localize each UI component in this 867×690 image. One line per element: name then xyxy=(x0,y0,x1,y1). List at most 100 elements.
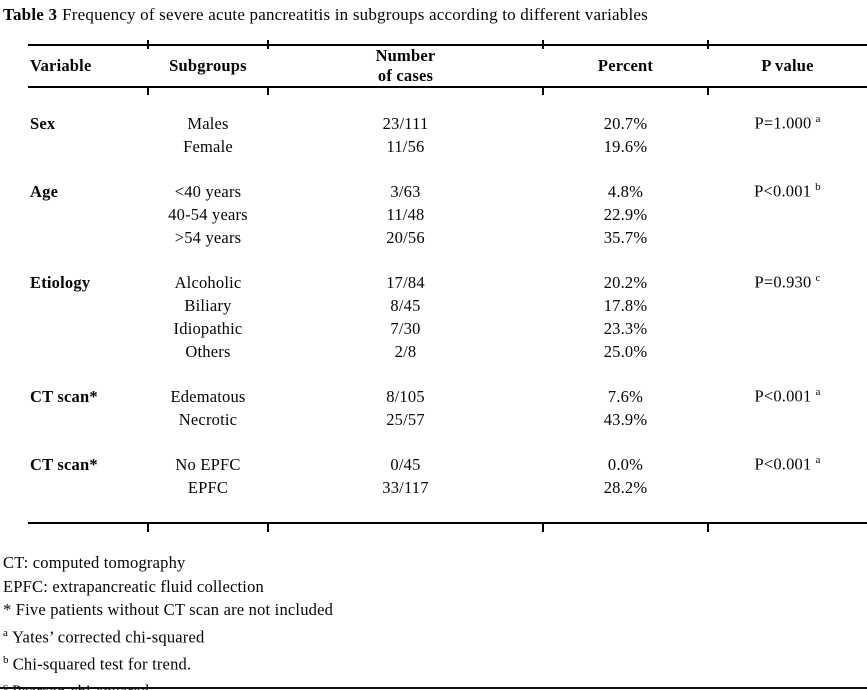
table-row: 40-54 years 11/48 22.9% xyxy=(28,203,867,226)
subgroup-cell: Alcoholic xyxy=(174,272,242,292)
variable-cell xyxy=(28,408,148,431)
percent-cell: 28.2% xyxy=(603,477,648,497)
column-separator-tick xyxy=(707,86,709,95)
table-row: CT scan* Edematous 8/105 7.6% P<0.001 a xyxy=(28,385,867,408)
footnote-line: b Chi-squared test for trend. xyxy=(3,649,333,676)
cases-cell: 2/8 xyxy=(394,341,417,361)
p-value-text: P=1.000 xyxy=(754,113,812,133)
footnote-line: cPearson chi-squared. xyxy=(3,676,333,690)
table-row: CT scan* No EPFC 0/45 0.0% P<0.001 a xyxy=(28,453,867,476)
footnote-text: * Five patients without CT scan are not … xyxy=(3,600,334,619)
p-value-cell xyxy=(708,408,867,431)
footnotes-block: CT: computed tomography EPFC: extrapancr… xyxy=(3,551,333,690)
p-value-cell: P=0.930 c xyxy=(708,271,867,294)
variable-cell xyxy=(28,317,148,340)
subgroup-cell: Idiopathic xyxy=(173,318,243,338)
variable-cell xyxy=(28,135,148,158)
variable-cell: Sex xyxy=(30,113,56,133)
footnote-line: CT: computed tomography xyxy=(3,551,333,575)
column-header-number-of-cases: Number of cases xyxy=(268,45,543,88)
table-row: EPFC 33/117 28.2% xyxy=(28,476,867,499)
column-header-subgroups: Subgroups xyxy=(148,45,268,88)
variable-cell: CT scan* xyxy=(30,454,98,474)
footnote-marker: c xyxy=(3,680,9,690)
cases-cell: 8/105 xyxy=(386,386,425,406)
variable-cell xyxy=(28,294,148,317)
percent-cell: 43.9% xyxy=(603,409,648,429)
spacer-row xyxy=(28,363,867,385)
footnote-line: EPFC: extrapancreatic fluid collection xyxy=(3,575,333,599)
cases-cell: 8/45 xyxy=(390,295,421,315)
page-title: Table 3 Frequency of severe acute pancrea… xyxy=(3,5,648,25)
percent-cell: 22.9% xyxy=(603,204,648,224)
subgroup-cell: Others xyxy=(185,341,231,361)
table-row: >54 years 20/56 35.7% xyxy=(28,226,867,249)
p-value-superscript: a xyxy=(815,454,821,467)
p-value-cell: P<0.001 b xyxy=(708,180,867,203)
column-separator-tick xyxy=(707,40,709,49)
percent-cell: 25.0% xyxy=(603,341,648,361)
subgroup-cell: Males xyxy=(187,113,229,133)
footnote-text: Chi-squared test for trend. xyxy=(12,654,192,673)
footnote-marker: a xyxy=(3,626,9,639)
cases-cell: 23/111 xyxy=(382,113,429,133)
spacer-row xyxy=(28,249,867,271)
cases-cell: 25/57 xyxy=(386,409,425,429)
footnote-line: * Five patients without CT scan are not … xyxy=(3,598,333,622)
table-title-text: Frequency of severe acute pancreatitis i… xyxy=(62,5,648,24)
column-separator-tick xyxy=(542,86,544,95)
p-value-cell xyxy=(708,135,867,158)
footnote-marker: b xyxy=(3,653,9,666)
p-value-superscript: b xyxy=(815,181,821,194)
percent-cell: 7.6% xyxy=(607,386,644,406)
p-value-text: P<0.001 xyxy=(754,454,812,474)
cases-cell: 7/30 xyxy=(390,318,421,338)
table-number-label: Table 3 xyxy=(3,5,58,24)
column-separator-tick xyxy=(542,523,544,532)
p-value-cell xyxy=(708,340,867,363)
p-value-superscript: a xyxy=(815,386,821,399)
subgroup-cell: No EPFC xyxy=(175,454,241,474)
table-row: Necrotic 25/57 43.9% xyxy=(28,408,867,431)
variable-cell: Age xyxy=(30,181,59,201)
cases-cell: 20/56 xyxy=(386,227,425,247)
percent-cell: 20.7% xyxy=(603,113,648,133)
p-value-cell xyxy=(708,476,867,499)
percent-cell: 4.8% xyxy=(607,181,644,201)
column-separator-tick xyxy=(147,86,149,95)
variable-cell xyxy=(28,476,148,499)
subgroup-cell: Edematous xyxy=(170,386,246,406)
variable-cell: Etiology xyxy=(30,272,91,292)
cases-cell: 33/117 xyxy=(382,477,429,497)
table-row: Biliary 8/45 17.8% xyxy=(28,294,867,317)
data-table: Variable Subgroups Number of cases Perce… xyxy=(28,44,867,524)
percent-cell: 23.3% xyxy=(603,318,648,338)
percent-cell: 19.6% xyxy=(603,136,648,156)
p-value-cell xyxy=(708,317,867,340)
column-separator-tick xyxy=(147,40,149,49)
p-value-text: P=0.930 xyxy=(754,272,812,292)
column-header-number-line1: Number xyxy=(375,46,436,65)
column-separator-tick xyxy=(267,523,269,532)
variable-cell xyxy=(28,340,148,363)
column-separator-tick xyxy=(707,523,709,532)
percent-cell: 0.0% xyxy=(607,454,644,474)
spacer-row xyxy=(28,499,867,524)
p-value-superscript: c xyxy=(815,272,821,285)
p-value-text: P<0.001 xyxy=(754,386,812,406)
cases-cell: 11/48 xyxy=(386,204,425,224)
footnote-line: a Yates’ corrected chi-squared xyxy=(3,622,333,649)
p-value-text: P<0.001 xyxy=(754,181,812,201)
column-header-p-value: P value xyxy=(708,45,867,88)
footnote-text: Yates’ corrected chi-squared xyxy=(12,627,205,646)
subgroup-cell: <40 years xyxy=(174,181,242,201)
column-header-percent: Percent xyxy=(543,45,708,88)
table-row: Sex Males 23/111 20.7% P=1.000 a xyxy=(28,112,867,135)
spacer-row xyxy=(28,431,867,453)
p-value-cell: P<0.001 a xyxy=(708,385,867,408)
subgroup-cell: 40-54 years xyxy=(168,204,248,224)
table-header-row: Variable Subgroups Number of cases Perce… xyxy=(28,45,867,88)
column-separator-tick xyxy=(267,40,269,49)
subgroup-cell: Female xyxy=(183,136,233,156)
